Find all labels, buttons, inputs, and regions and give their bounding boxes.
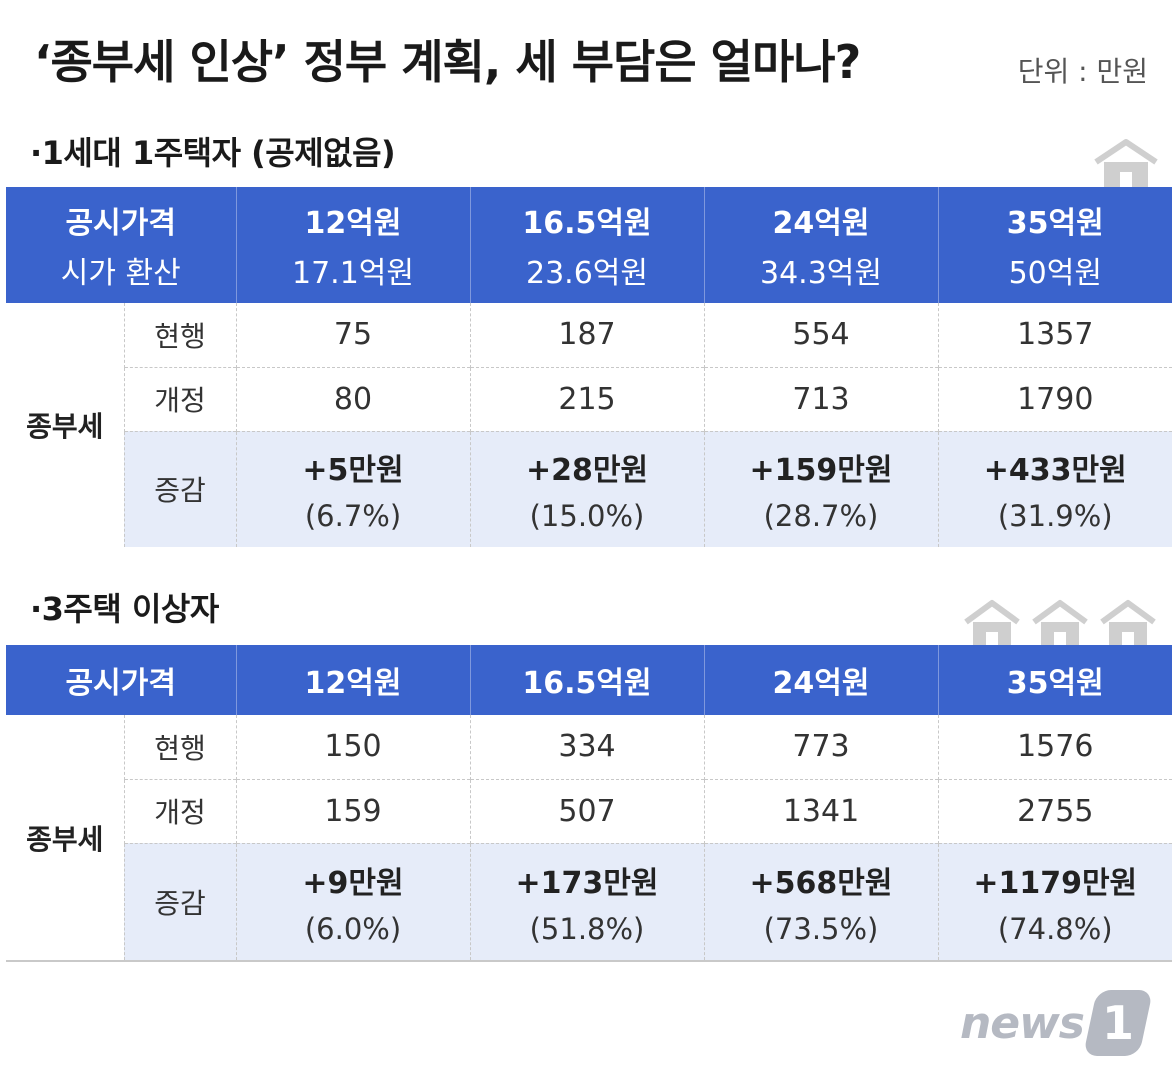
table-cell: +159만원 (28.7%) [703,430,938,547]
table-cell: 2755 [937,778,1172,843]
change-amount: +5만원 [302,453,404,489]
header-cell-35: 35억원 50억원 [937,187,1172,303]
table-row-current: 종부세 현행 75 187 554 1357 [6,303,1172,547]
table-cell: 187 [469,303,704,367]
header-cell-24: 24억원 [703,645,938,715]
logo-text: news [959,997,1085,1049]
table-cell: 1790 [937,366,1172,431]
change-amount: +568만원 [749,865,893,901]
change-amount: +28만원 [525,453,649,489]
house-icon [1090,138,1162,192]
logo-badge-number: 1 [1101,996,1134,1050]
change-percent: (6.7%) [304,499,402,534]
table-cell: 159 [235,778,470,843]
change-percent: (28.7%) [763,499,879,534]
table-cell: 1357 [937,303,1172,367]
group-label: 종부세 [6,715,124,961]
table-row-current: 종부세 현행 150 334 773 1576 [6,715,1172,961]
table-cell: +28만원 (15.0%) [469,430,704,547]
unit-label: 단위 : 만원 [1017,55,1148,88]
row-label: 개정 [123,778,236,843]
row-label: 개정 [123,366,236,431]
table-row-revised: 개정 80 215 713 1790 [6,366,1172,431]
row-label: 현행 [123,715,236,779]
table-row-revised: 개정 159 507 1341 2755 [6,778,1172,843]
header-cell-12: 12억원 17.1억원 [235,187,470,303]
header-cell-price-label: 공시가격 시가 환산 [6,187,236,303]
table-cell: 80 [235,366,470,431]
table-cell: +433만원 (31.9%) [937,430,1172,547]
change-percent: (73.5%) [763,911,879,946]
change-percent: (31.9%) [997,499,1113,534]
table-cell: 773 [703,715,938,779]
table-cell: 334 [469,715,704,779]
change-amount: +159만원 [749,453,893,489]
section-title-single-home: ·1세대 1주택자 (공제없음) [30,134,396,172]
change-amount: +1179만원 [973,865,1138,901]
table-cell: +9만원 (6.0%) [235,842,470,961]
row-label: 증감 [123,842,236,961]
table-cell: +568만원 (73.5%) [703,842,938,961]
table-row-change: 증감 +9만원 (6.0%) +173만원 (51.8%) +568만원 (73.5%… [6,842,1172,961]
table-cell: 150 [235,715,470,779]
table-single-home: 공시가격 시가 환산 12억원 17.1억원 16.5억원 23.6억원 24억… [6,187,1172,547]
change-percent: (51.8%) [529,911,645,946]
logo-badge: 1 [1082,990,1154,1056]
group-label: 종부세 [6,303,124,547]
change-amount: +173만원 [515,865,659,901]
table-cell: 507 [469,778,704,843]
header-cell-24: 24억원 34.3억원 [703,187,938,303]
change-percent: (15.0%) [529,499,645,534]
table-multi-home: 공시가격 12억원 16.5억원 24억원 35억원 종부세 현행 150 33… [6,645,1172,962]
table-cell: 1341 [703,778,938,843]
table-header-row: 공시가격 12억원 16.5억원 24억원 35억원 [6,645,1172,715]
header-cell-12: 12억원 [235,645,470,715]
row-label: 현행 [123,303,236,367]
table-cell: 713 [703,366,938,431]
row-label: 증감 [123,430,236,547]
header-cell-35: 35억원 [937,645,1172,715]
table-cell: +5만원 (6.7%) [235,430,470,547]
change-percent: (74.8%) [997,911,1113,946]
header-cell-16-5: 16.5억원 [469,645,704,715]
change-percent: (6.0%) [304,911,402,946]
table-cell: 554 [703,303,938,367]
three-houses-icon [962,598,1162,652]
table-header-row: 공시가격 시가 환산 12억원 17.1억원 16.5억원 23.6억원 24억… [6,187,1172,303]
table-row-change: 증감 +5만원 (6.7%) +28만원 (15.0%) +159만원 (28.7%)… [6,430,1172,547]
header-cell-price-label: 공시가격 [6,645,236,715]
table-cell: +173만원 (51.8%) [469,842,704,961]
page-title: ‘종부세 인상’ 정부 계획, 세 부담은 얼마나? [34,35,861,89]
table-cell: 1576 [937,715,1172,779]
header-cell-16-5: 16.5억원 23.6억원 [469,187,704,303]
section-title-multi-home: ·3주택 이상자 [30,590,219,628]
table-cell: 75 [235,303,470,367]
table-cell: +1179만원 (74.8%) [937,842,1172,961]
change-amount: +9만원 [302,865,404,901]
table-cell: 215 [469,366,704,431]
change-amount: +433만원 [983,453,1127,489]
news1-logo: news 1 [959,990,1154,1056]
